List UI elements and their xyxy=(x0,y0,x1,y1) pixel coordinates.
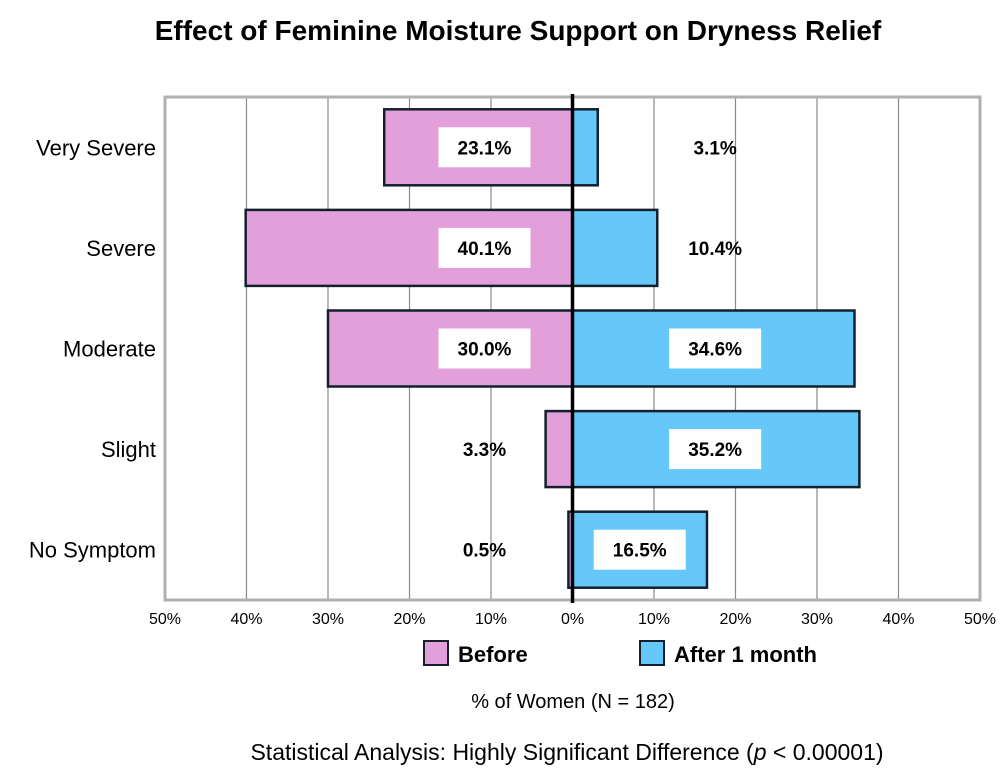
value-label: 16.5% xyxy=(613,541,667,562)
bar-after xyxy=(571,208,659,288)
value-label-box xyxy=(669,328,762,369)
y-tick-label: Very Severe xyxy=(36,135,156,160)
value-label: 23.1% xyxy=(458,138,512,159)
x-tick-label: 50% xyxy=(149,611,181,628)
x-tick-label: 20% xyxy=(719,611,751,628)
x-tick-label: 0% xyxy=(561,611,584,628)
value-label: 30.0% xyxy=(458,340,512,361)
value-label: 40.1% xyxy=(458,239,512,260)
x-tick-label: 40% xyxy=(230,611,262,628)
value-label-box xyxy=(593,529,686,570)
bar-before xyxy=(544,409,574,489)
legend-swatch xyxy=(639,640,665,666)
value-label: 35.2% xyxy=(688,440,742,461)
value-label: 3.1% xyxy=(693,138,736,159)
x-tick-label: 50% xyxy=(964,611,996,628)
x-tick-label: 30% xyxy=(312,611,344,628)
y-tick-label: Severe xyxy=(86,236,156,261)
value-label-box xyxy=(669,429,762,470)
value-label: 34.6% xyxy=(688,340,742,361)
bar-after xyxy=(571,108,600,187)
x-tick-label: 30% xyxy=(801,611,833,628)
value-label: 3.3% xyxy=(463,440,506,461)
y-tick-label: No Symptom xyxy=(29,538,156,563)
chart-title: Effect of Feminine Moisture Support on D… xyxy=(155,15,882,46)
y-tick-label: Slight xyxy=(101,437,156,462)
x-axis-label: % of Women (N = 182) xyxy=(471,691,675,713)
legend-label: Before xyxy=(458,642,528,667)
legend-swatch xyxy=(423,640,449,666)
value-label: 10.4% xyxy=(688,239,742,260)
legend-label: After 1 month xyxy=(674,642,817,667)
x-tick-label: 20% xyxy=(393,611,425,628)
value-label: 0.5% xyxy=(463,541,506,562)
value-label-box xyxy=(438,328,531,369)
x-tick-label: 10% xyxy=(638,611,670,628)
footnote: Statistical Analysis: Highly Significant… xyxy=(250,739,883,765)
value-label-box xyxy=(438,127,531,168)
x-tick-label: 40% xyxy=(882,611,914,628)
x-tick-label: 10% xyxy=(475,611,507,628)
y-tick-label: Moderate xyxy=(63,337,156,362)
value-label-box xyxy=(438,227,531,268)
